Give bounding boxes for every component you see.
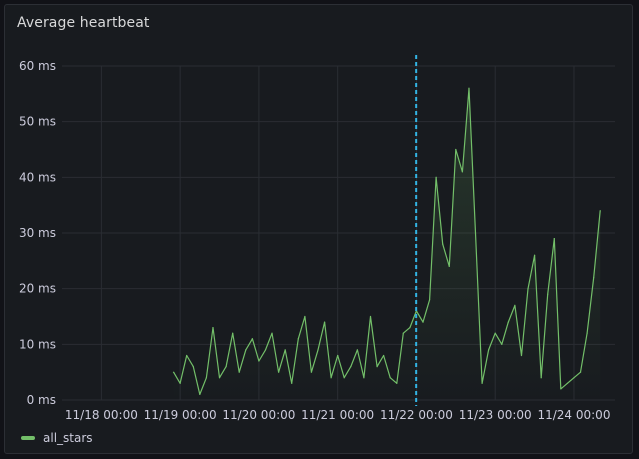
data-point (192, 366, 194, 368)
x-tick-label: 11/22 00:00 (380, 408, 453, 422)
data-point (291, 382, 293, 384)
data-point (579, 371, 582, 373)
x-tick-label: 11/21 00:00 (301, 408, 374, 422)
data-point (179, 382, 181, 384)
data-point (461, 171, 463, 173)
y-tick-label: 40 ms (19, 170, 56, 184)
panel-title[interactable]: Average heartbeat (17, 15, 150, 31)
data-point (218, 377, 221, 379)
data-point (258, 360, 260, 362)
data-point (474, 232, 477, 234)
legend: all_stars (21, 431, 93, 445)
data-point (468, 87, 470, 89)
data-point (238, 371, 240, 373)
data-point (199, 393, 201, 396)
data-point (389, 377, 391, 379)
data-point (442, 243, 444, 245)
data-point (553, 237, 555, 240)
data-point (330, 377, 332, 379)
data-point (376, 366, 378, 368)
y-tick-label: 20 ms (19, 282, 56, 296)
data-point (363, 377, 365, 379)
data-point (251, 338, 253, 340)
data-point (323, 321, 326, 323)
data-point (212, 327, 214, 329)
data-point (560, 388, 562, 390)
data-point (369, 315, 372, 318)
data-point (356, 349, 358, 351)
series-area-all-stars (173, 88, 601, 401)
data-point (304, 315, 306, 318)
data-point (317, 349, 319, 351)
data-point (573, 377, 575, 379)
x-tick-label: 11/23 00:00 (459, 408, 532, 422)
data-point (225, 366, 227, 368)
series-line-all-stars (173, 87, 601, 395)
x-tick-label: 11/18 00:00 (65, 408, 138, 422)
data-point (547, 293, 549, 295)
data-point (383, 354, 385, 357)
chart-canvas: 0 ms 10 ms 20 ms 30 ms 40 ms 50 ms 60 ms 11/18 … (19, 55, 615, 422)
data-point (271, 332, 273, 334)
data-point (494, 332, 496, 334)
data-point (264, 349, 267, 351)
y-tick-label: 50 ms (19, 115, 56, 129)
data-point (232, 332, 234, 334)
data-point (402, 332, 404, 334)
x-tick-label: 11/19 00:00 (144, 408, 217, 422)
data-point (343, 377, 345, 379)
data-point (428, 299, 431, 301)
data-point (205, 377, 208, 379)
legend-label-all-stars[interactable]: all_stars (43, 431, 93, 445)
y-tick-label: 10 ms (19, 337, 56, 351)
data-point (310, 371, 313, 373)
x-tick-label: 11/24 00:00 (537, 408, 610, 422)
data-point (599, 210, 601, 212)
data-point (284, 349, 286, 351)
data-point (507, 321, 509, 323)
data-point (501, 343, 503, 345)
x-tick-label: 11/20 00:00 (222, 408, 295, 422)
data-point (337, 354, 339, 357)
y-tick-label: 30 ms (19, 226, 56, 240)
y-tick-label: 0 ms (27, 393, 56, 407)
data-point (593, 276, 595, 279)
data-point (540, 377, 542, 379)
data-point (186, 354, 188, 357)
chart-panel: Average heartbeat 0 ms 10 ms 20 ms 30 ms 40 … (4, 4, 633, 454)
data-point (455, 148, 457, 151)
data-point (435, 176, 437, 178)
data-point (520, 354, 523, 357)
data-point (297, 338, 299, 340)
data-point (422, 321, 424, 323)
data-point (488, 349, 490, 351)
data-point (396, 382, 398, 384)
data-point (448, 265, 450, 267)
y-tick-label: 60 ms (19, 59, 56, 73)
data-point (586, 332, 588, 334)
data-point (566, 382, 569, 384)
data-point (172, 371, 175, 373)
data-point (527, 288, 529, 290)
data-point (481, 382, 483, 384)
data-point (245, 349, 247, 351)
data-point (514, 304, 516, 306)
data-point (533, 254, 536, 256)
data-point (278, 371, 280, 373)
legend-swatch (21, 436, 35, 440)
data-point (409, 327, 411, 329)
data-point (350, 366, 352, 368)
